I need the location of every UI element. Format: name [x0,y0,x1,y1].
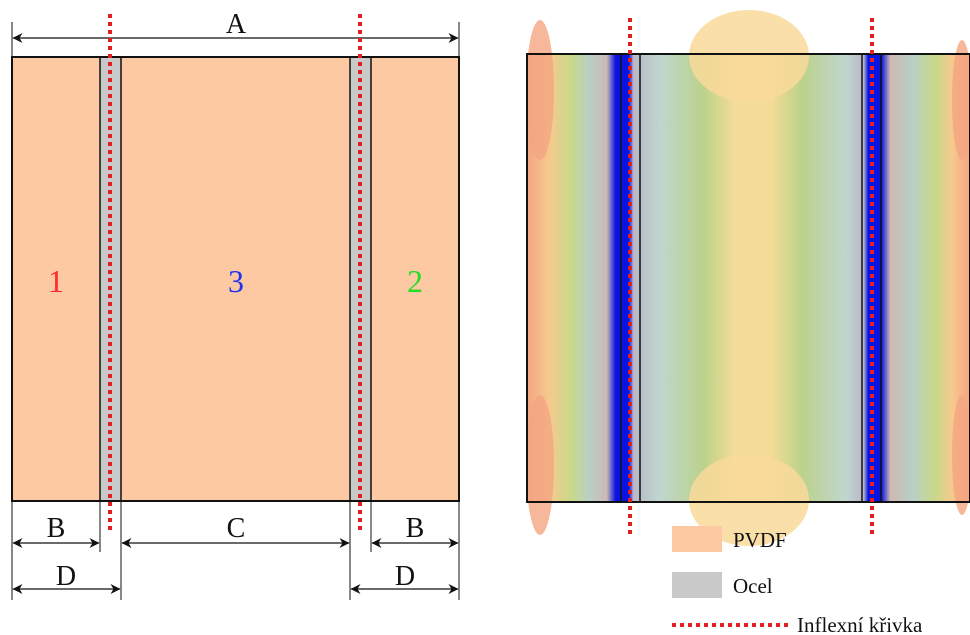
dimension-label-d-right: D [395,561,415,592]
pvdf-region-left [12,57,100,501]
stress-lobe [952,40,970,160]
legend: PVDF Ocel Inflexní křivka [672,526,923,635]
right-panel [526,10,970,546]
legend-swatch-pvdf [672,526,722,552]
stress-lobe [952,395,970,515]
legend-label-inflection: Inflexní křivka [797,613,923,635]
stress-field [527,54,970,502]
region-label-3: 3 [228,263,244,299]
legend-label-pvdf: PVDF [733,528,787,552]
legend-label-ocel: Ocel [733,574,773,598]
dimension-label-b-left: B [47,513,66,544]
stress-lobe [526,395,554,535]
legend-swatch-ocel [672,572,722,598]
stress-lobe [689,454,809,546]
region-label-1: 1 [48,263,64,299]
pvdf-region-middle [121,57,350,501]
dimension-label-a: A [226,9,247,40]
dimension-label-c: C [227,513,246,544]
stress-lobe [689,10,809,102]
dimension-label-b-right: B [406,513,425,544]
stress-lobe [526,20,554,160]
pvdf-region-right [371,57,459,501]
region-label-2: 2 [407,263,423,299]
panel-outline [11,56,460,502]
left-panel: A B C B D D 1 3 2 [11,9,460,600]
dimension-label-d-left: D [56,561,76,592]
panel-outline-right [526,53,970,503]
